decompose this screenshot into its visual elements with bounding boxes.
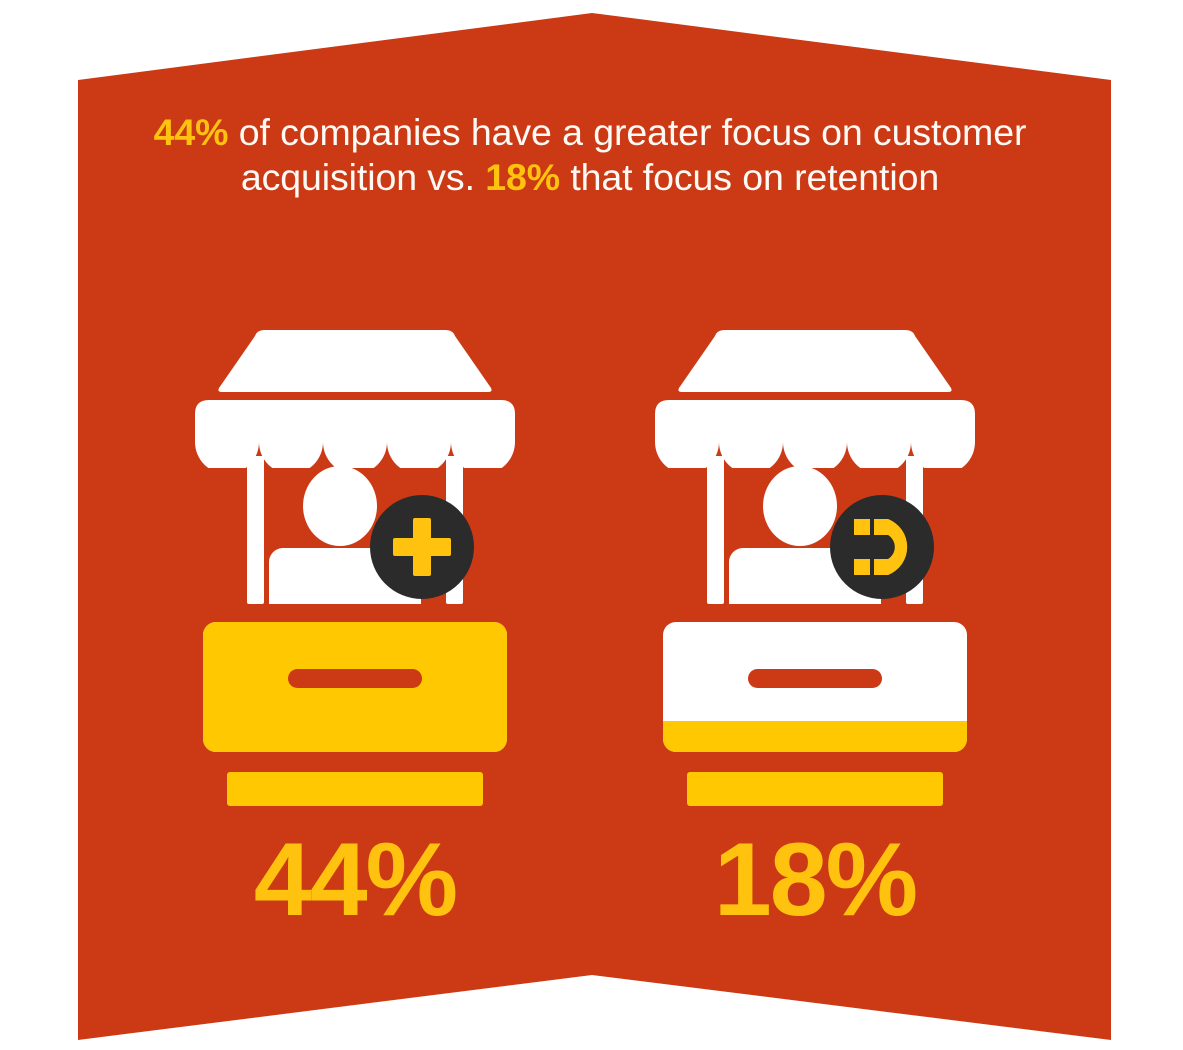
counter-fill-level [663,720,967,752]
counter-slot [748,669,882,688]
awning-scallop [195,400,515,468]
stall-base-bar [687,772,943,806]
percent-label-acquisition: 44% [253,822,458,938]
stall-counter [203,622,507,752]
headline-text-1: of companies have a greater focus on cus… [228,111,1027,198]
stall-base-bar [227,772,483,806]
stall-post-left [707,456,724,604]
vendor-head [303,466,377,546]
magnet-icon [854,519,908,575]
percent-label-retention: 18% [713,822,918,938]
stall-post-left [247,456,264,604]
headline-text-2: that focus on retention [560,156,940,198]
awning-scallop [655,400,975,468]
awning-roof [678,330,952,392]
stall-counter [663,622,967,752]
plus-icon [393,518,451,576]
counter-slot [288,669,422,688]
awning-roof [218,330,492,392]
badge-acquisition[interactable] [370,495,474,599]
headline-stat-retention: 18% [485,156,560,198]
badge-retention[interactable] [830,495,934,599]
headline-stat-acquisition: 44% [153,111,229,153]
vendor-head [763,466,837,546]
headline: 44% of companies have a greater focus on… [140,110,1040,200]
stall-acquisition [195,330,515,820]
stall-retention [655,330,975,820]
